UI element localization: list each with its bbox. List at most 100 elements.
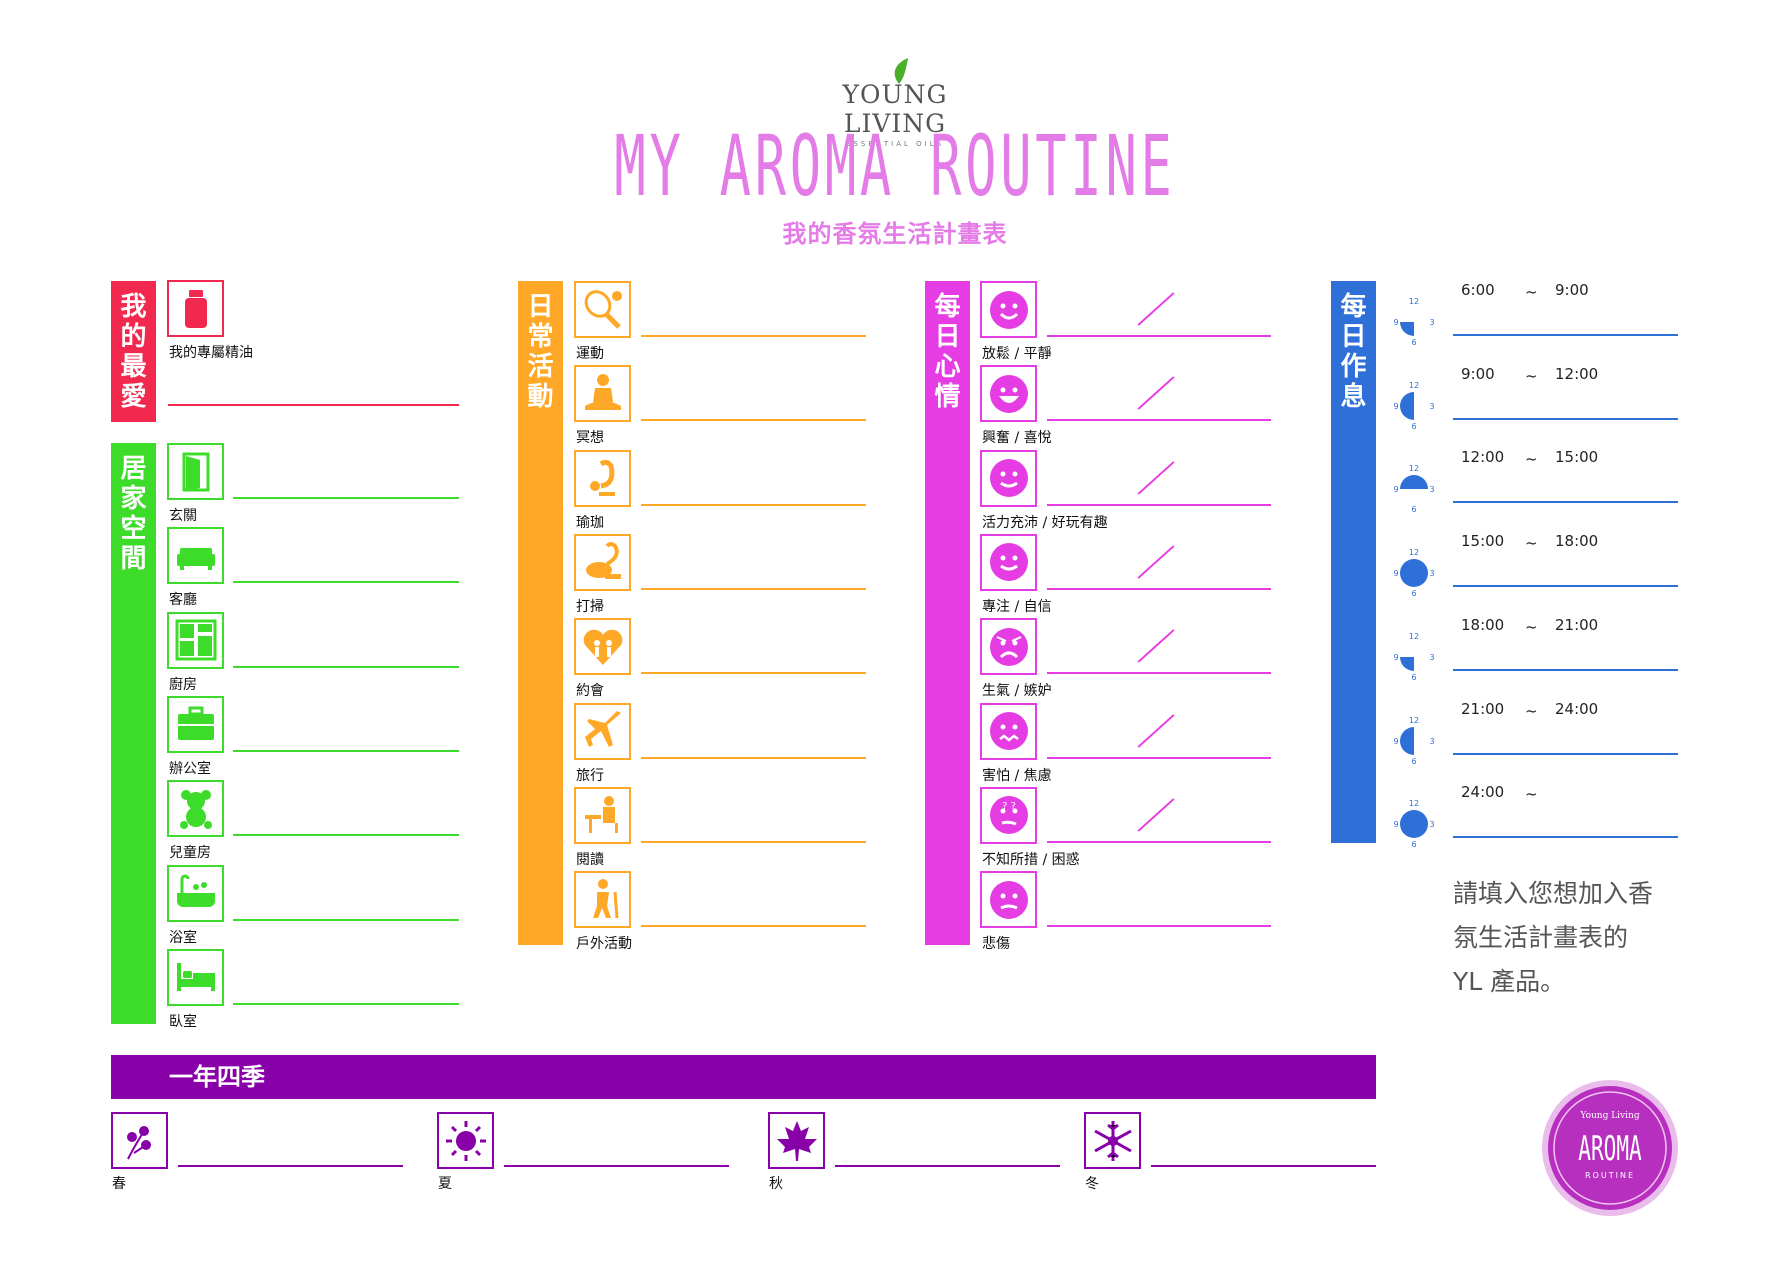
activities-item-1[interactable] [574,281,631,338]
slot-separator: ~ [1525,785,1538,804]
moods-item-1[interactable] [980,871,1037,929]
season-write-line[interactable] [835,1165,1060,1167]
moods-item-1[interactable] [980,281,1037,338]
clock-num-3: 3 [1429,318,1434,327]
home-write-line[interactable] [233,665,459,668]
tennis-icon [584,289,622,329]
slot-end: 15:00 [1555,448,1599,467]
favorites-write-line[interactable] [168,404,459,406]
activities-item-5[interactable] [574,618,631,676]
slot-write-line[interactable] [1453,752,1678,755]
slot-start: 24:00 [1461,783,1505,802]
activities-write-line[interactable] [641,419,866,422]
airplane-icon [584,711,621,747]
scared-face-icon [989,712,1028,750]
activities-write-line[interactable] [641,756,866,759]
home-item-7[interactable] [167,948,224,1006]
activities-item-4[interactable] [574,533,631,591]
home-write-line[interactable] [233,918,459,921]
season-item-3[interactable] [768,1112,825,1169]
note-line: 氛生活計畫表的 [1453,923,1629,952]
moods-write-line[interactable] [1047,587,1271,590]
season-label: 夏 [438,1176,452,1192]
moods-write-line[interactable] [1047,756,1271,759]
brand-name: YOUNG LIVING [842,80,948,138]
moods-item-3[interactable] [980,449,1037,507]
activities-write-line[interactable] [641,503,866,506]
mood-slash [1137,376,1175,411]
home-item-2[interactable] [167,527,224,585]
moods-item-7[interactable]: ? ? [980,786,1037,844]
activities-item-label: 旅行 [576,767,604,784]
home-item-4[interactable] [167,695,224,753]
flower-icon [126,1125,151,1159]
slot-write-line[interactable] [1453,501,1678,504]
activities-write-line[interactable] [641,840,866,843]
moods-item-label: 興奮 / 喜悅 [982,430,1052,447]
activities-write-line[interactable] [641,335,866,337]
season-label: 秋 [769,1176,783,1192]
moods-item-4[interactable] [980,533,1037,591]
activities-write-line[interactable] [641,587,866,590]
moods-item-2[interactable] [980,365,1037,423]
activities-item-3[interactable] [574,449,631,507]
clock-num-6: 6 [1411,757,1416,766]
mood-slash [1137,545,1175,579]
favorites-item-oil[interactable] [167,280,224,337]
season-write-line[interactable] [178,1165,403,1167]
clock-num-9: 9 [1393,318,1398,327]
season-item-1[interactable] [111,1112,168,1169]
brand-subtitle: ESSENTIAL OILS [845,140,945,148]
moods-item-label: 活力充沛 / 好玩有趣 [982,514,1108,531]
clock-num-3: 3 [1429,653,1434,662]
home-item-label: 客廳 [169,592,197,609]
aroma-routine-badge: Young Living AROMA ROUTINE [1540,1078,1680,1218]
home-write-line[interactable] [233,497,459,499]
activities-item-7[interactable] [574,786,631,844]
clock-num-6: 6 [1411,589,1416,598]
sun-icon [445,1120,486,1161]
wink-face-icon [989,459,1028,498]
activities-item-8[interactable] [574,871,631,929]
moods-item-6[interactable] [980,702,1037,760]
schedule-bar: 每日作息 [1331,281,1376,843]
home-item-3[interactable] [167,611,224,669]
home-item-6[interactable] [167,864,224,922]
season-item-4[interactable] [1084,1112,1141,1169]
slot-write-line[interactable] [1453,668,1678,671]
clock-num-9: 9 [1393,402,1398,411]
moods-item-5[interactable] [980,618,1037,676]
activities-write-line[interactable] [641,925,866,928]
activities-write-line[interactable] [641,672,866,675]
clock-18-21-icon: 12 3 6 9 [1393,632,1434,682]
home-item-5[interactable] [167,780,224,838]
home-item-1[interactable] [167,443,224,500]
briefcase-icon [177,706,214,741]
activities-item-6[interactable] [574,702,631,760]
slot-write-line[interactable] [1453,585,1678,588]
clock-num-9: 9 [1393,485,1398,494]
moods-write-line[interactable] [1047,925,1271,928]
activities-bar: 日常活動 [518,281,563,945]
moods-item-label: 悲傷 [982,936,1010,953]
moods-write-line[interactable] [1047,335,1271,337]
season-write-line[interactable] [1151,1165,1376,1167]
season-item-2[interactable] [437,1112,494,1169]
moods-write-line[interactable] [1047,503,1271,506]
slot-write-line[interactable] [1453,417,1678,420]
activities-item-2[interactable] [574,365,631,423]
moods-write-line[interactable] [1047,672,1271,675]
slot-start: 15:00 [1461,532,1505,551]
activities-item-label: 冥想 [576,430,604,447]
date-heart-icon [583,629,622,665]
moods-write-line[interactable] [1047,419,1271,422]
home-write-line[interactable] [233,749,459,752]
home-write-line[interactable] [233,581,459,584]
moods-write-line[interactable] [1047,840,1271,843]
slot-write-line[interactable] [1453,836,1678,839]
home-item-label: 臥室 [169,1013,197,1030]
home-write-line[interactable] [233,834,459,837]
slot-write-line[interactable] [1453,334,1678,336]
season-write-line[interactable] [504,1165,729,1167]
home-write-line[interactable] [233,1002,459,1005]
